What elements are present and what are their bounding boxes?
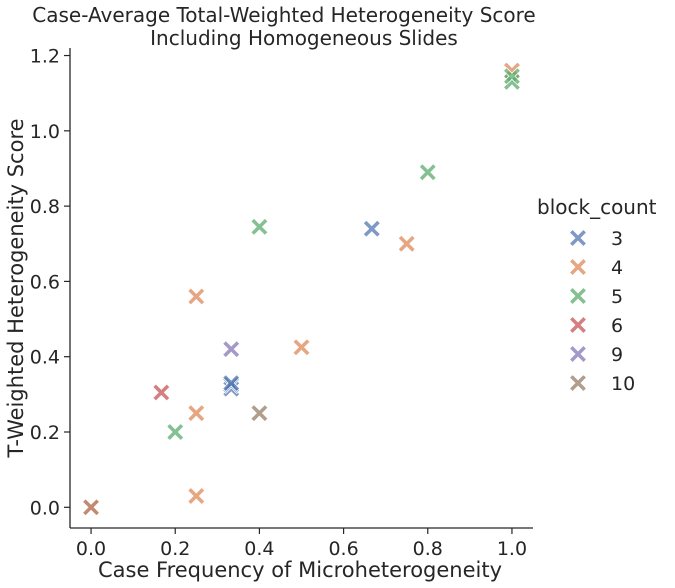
data-point-5 (166, 422, 185, 442)
data-point-4 (397, 234, 416, 253)
legend-marker-3 (568, 228, 588, 248)
data-point-4 (187, 486, 206, 506)
data-point-10 (250, 404, 269, 423)
y-axis-label: T-Weighted Heterogeneity Score (4, 118, 28, 458)
legend-label-10: 10 (611, 373, 635, 395)
data-point-4 (81, 498, 101, 517)
x-tick-label: 0.8 (413, 538, 443, 560)
data-point-4 (187, 404, 206, 423)
data-point-5 (250, 217, 269, 236)
legend-label-9: 9 (611, 344, 623, 366)
data-point-4 (187, 287, 206, 306)
legend: block_count 3 4 5 6 9 10 (537, 195, 657, 395)
y-tick-label: 0.2 (30, 422, 60, 444)
x-tick-label: 1.0 (497, 538, 527, 560)
data-point-9 (222, 340, 241, 359)
y-tick-label: 0.8 (30, 196, 60, 218)
y-tick-label: 1.0 (30, 121, 60, 143)
legend-marker-9 (568, 344, 588, 364)
legend-label-4: 4 (611, 257, 623, 279)
data-point-5 (502, 67, 522, 86)
x-tick-label: 0.0 (76, 538, 106, 560)
x-tick-label: 0.4 (244, 538, 274, 560)
legend-title: block_count (537, 195, 657, 219)
x-axis-label: Case Frequency of Microheterogeneity (98, 558, 502, 582)
data-point-5 (418, 163, 437, 182)
data-point-3 (222, 373, 241, 393)
data-point-6 (152, 383, 171, 402)
legend-marker-6 (568, 315, 588, 335)
legend-marker-10 (568, 373, 588, 393)
legend-label-3: 3 (611, 228, 623, 250)
y-tick-label: 0.4 (30, 347, 60, 369)
chart-title-line-1: Case-Average Total-Weighted Heterogeneit… (32, 3, 535, 27)
plot-area (81, 61, 522, 517)
legend-label-5: 5 (611, 286, 623, 308)
data-point-4 (292, 338, 311, 357)
x-tick-label: 0.2 (160, 538, 190, 560)
y-tick-label: 0.0 (30, 497, 60, 519)
y-tick-label: 0.6 (30, 271, 60, 293)
legend-marker-4 (568, 257, 588, 277)
y-axis-ticks: 0.0 0.2 0.4 0.6 0.8 1.0 1.2 (30, 46, 70, 519)
x-tick-label: 0.6 (328, 538, 358, 560)
chart-title-line-2: Including Homogeneous Slides (150, 26, 458, 50)
y-tick-label: 1.2 (30, 46, 60, 68)
data-point-3 (362, 219, 381, 238)
legend-label-6: 6 (611, 315, 623, 337)
x-axis-ticks: 0.0 0.2 0.4 0.6 0.8 1.0 (76, 528, 527, 560)
legend-marker-5 (568, 286, 588, 306)
